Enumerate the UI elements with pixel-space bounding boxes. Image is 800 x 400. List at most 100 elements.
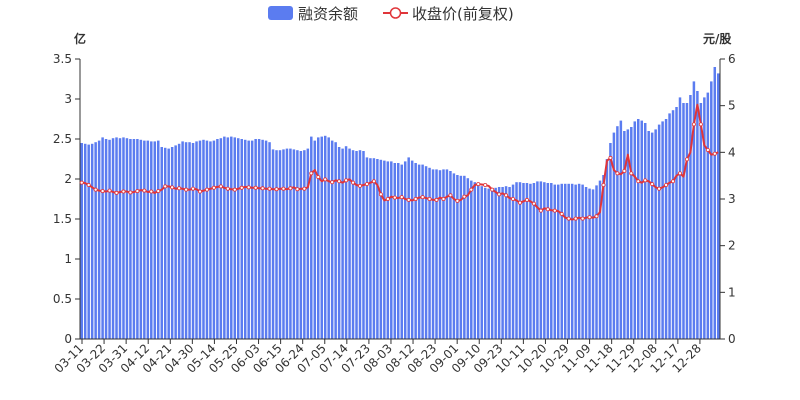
price-point bbox=[601, 182, 606, 187]
price-point bbox=[357, 183, 362, 188]
margin-bar bbox=[393, 163, 397, 339]
margin-bar bbox=[184, 142, 188, 339]
left-tick-label: 0 bbox=[64, 332, 72, 346]
price-point bbox=[448, 193, 453, 198]
margin-bar bbox=[97, 140, 101, 339]
margin-bar bbox=[643, 123, 647, 339]
price-point bbox=[107, 188, 112, 193]
margin-bar bbox=[525, 183, 529, 339]
margin-bar bbox=[195, 141, 198, 339]
price-point bbox=[218, 184, 223, 189]
legend-line-marker bbox=[389, 7, 402, 19]
price-point bbox=[351, 180, 356, 185]
left-tick-label: 1.5 bbox=[53, 212, 72, 226]
margin-bar bbox=[146, 140, 150, 339]
price-point bbox=[135, 189, 140, 194]
margin-bar bbox=[344, 146, 348, 339]
margin-bar bbox=[104, 139, 108, 339]
left-tick-label: 0.5 bbox=[53, 292, 72, 306]
price-path bbox=[81, 103, 719, 221]
margin-bar bbox=[602, 175, 605, 339]
margin-bar bbox=[647, 131, 650, 339]
margin-bar bbox=[160, 147, 163, 339]
close-price-line bbox=[79, 103, 719, 221]
margin-bar bbox=[254, 139, 257, 339]
margin-bar bbox=[692, 81, 696, 340]
margin-bar bbox=[713, 67, 717, 339]
margin-bar bbox=[410, 160, 414, 339]
margin-bar bbox=[320, 136, 323, 339]
margin-bar bbox=[619, 120, 623, 339]
margin-bar bbox=[550, 183, 553, 339]
price-point bbox=[392, 195, 397, 200]
margin-bar bbox=[247, 140, 250, 339]
margin-bar bbox=[508, 187, 511, 339]
legend[interactable]: 融资余额 收盘价(前复权) bbox=[268, 5, 514, 23]
margin-bar bbox=[609, 143, 612, 339]
price-point bbox=[170, 185, 175, 190]
margin-bar bbox=[167, 148, 170, 339]
left-tick-label: 2 bbox=[64, 172, 72, 186]
price-point bbox=[274, 187, 279, 192]
margin-bar bbox=[584, 187, 588, 339]
margin-bar bbox=[143, 140, 146, 339]
price-point bbox=[79, 180, 84, 185]
margin-bar bbox=[421, 164, 424, 339]
price-point bbox=[364, 182, 369, 187]
margin-bar bbox=[188, 142, 191, 339]
margin-bar bbox=[445, 169, 449, 339]
margin-bar bbox=[640, 120, 643, 339]
margin-bar bbox=[595, 185, 598, 339]
margin-bar bbox=[598, 180, 602, 339]
margin-bar bbox=[250, 140, 254, 339]
price-point bbox=[191, 186, 196, 191]
margin-bar bbox=[330, 140, 334, 339]
margin-bar bbox=[153, 141, 157, 339]
margin-bar bbox=[449, 171, 452, 339]
margin-bar bbox=[442, 169, 445, 339]
margin-bar bbox=[282, 149, 285, 339]
margin-bar bbox=[264, 140, 268, 339]
margin-bar bbox=[101, 137, 104, 339]
price-point bbox=[587, 215, 592, 220]
margin-bar bbox=[626, 129, 630, 339]
margin-bar bbox=[483, 187, 487, 339]
margin-bar bbox=[490, 188, 494, 339]
margin-bar bbox=[424, 166, 428, 339]
margin-bar bbox=[296, 150, 299, 339]
margin-bar bbox=[487, 188, 490, 339]
margin-bar bbox=[111, 138, 115, 339]
price-point bbox=[86, 182, 91, 187]
price-point bbox=[566, 216, 571, 221]
margin-bar bbox=[685, 103, 689, 339]
price-point bbox=[559, 211, 564, 216]
margin-bar bbox=[177, 143, 181, 339]
margin-bar bbox=[285, 148, 289, 339]
margin-bar bbox=[317, 137, 320, 339]
price-point bbox=[469, 187, 474, 192]
price-point bbox=[344, 178, 349, 183]
x-axis-ticks: 03-1103-2203-3104-1204-2104-3005-1405-25… bbox=[52, 339, 704, 376]
right-tick-label: 0 bbox=[728, 332, 736, 346]
price-point bbox=[309, 171, 314, 176]
margin-bar bbox=[278, 150, 282, 339]
margin-bar bbox=[546, 183, 550, 339]
price-point bbox=[413, 196, 418, 201]
price-point bbox=[657, 186, 662, 191]
margin-bar bbox=[664, 119, 668, 339]
margin-bar bbox=[403, 161, 407, 339]
margin-bar bbox=[275, 150, 278, 339]
margin-bar bbox=[435, 169, 438, 339]
margin-bar bbox=[306, 148, 310, 339]
price-point bbox=[712, 151, 717, 156]
margin-bar bbox=[710, 81, 713, 340]
margin-bar bbox=[358, 150, 362, 339]
right-axis-unit: 元/股 bbox=[703, 31, 732, 46]
price-point bbox=[330, 180, 335, 185]
margin-bar bbox=[198, 140, 202, 339]
margin-bar bbox=[313, 140, 317, 339]
margin-bar bbox=[703, 97, 706, 340]
price-point bbox=[420, 195, 425, 200]
margin-bar bbox=[271, 149, 275, 339]
